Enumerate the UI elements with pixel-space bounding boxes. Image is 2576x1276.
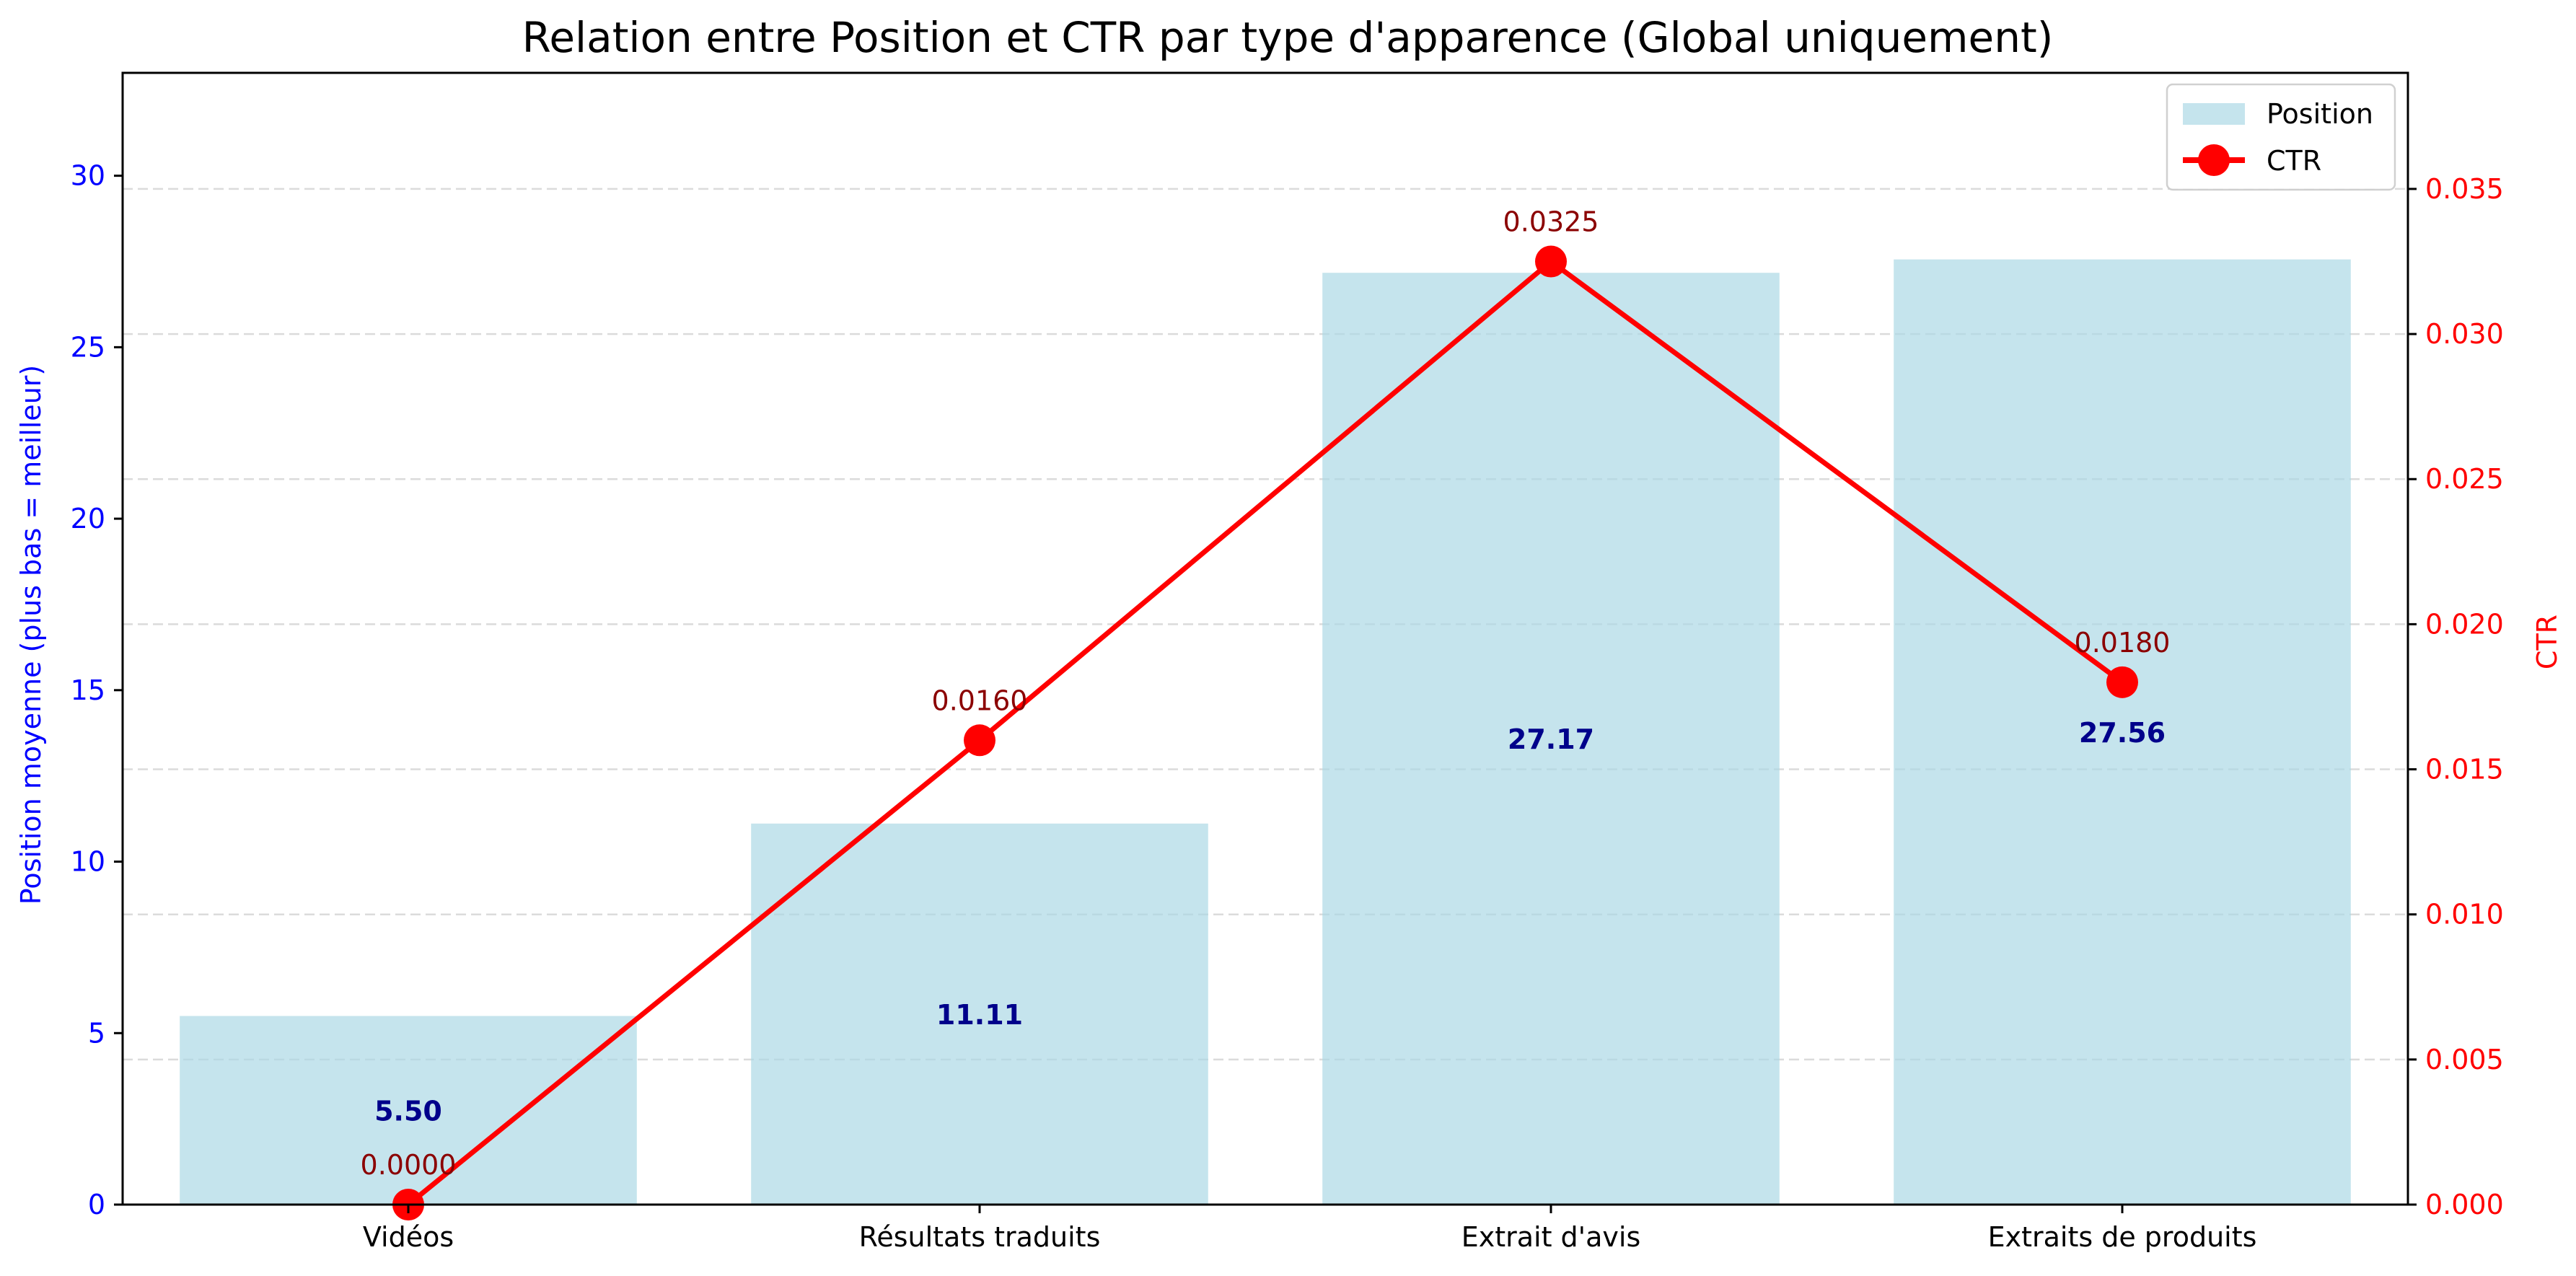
bar-value-label: 27.56 — [2079, 717, 2166, 749]
legend-label-position: Position — [2267, 98, 2373, 130]
y-tick-label-right: 0.035 — [2425, 173, 2504, 205]
ctr-value-labels: 0.0000 0.0160 0.0325 0.0180 — [361, 206, 2171, 1182]
y-axis-right-label: CTR — [2531, 615, 2563, 669]
bar-value-label: 27.17 — [1508, 723, 1594, 755]
y-tick-label-left: 25 — [71, 331, 105, 363]
y-tick-label-right: 0.020 — [2425, 608, 2504, 640]
y-tick-label-left: 15 — [71, 674, 105, 706]
chart-title: Relation entre Position et CTR par type … — [522, 13, 2054, 62]
ctr-point — [1535, 245, 1567, 278]
y-tick-label-right: 0.030 — [2425, 318, 2504, 350]
legend-label-ctr: CTR — [2267, 145, 2321, 177]
ctr-value-label: 0.0325 — [1503, 206, 1599, 238]
ctr-line-path — [406, 259, 2124, 1207]
x-tick-label: Résultats traduits — [859, 1221, 1101, 1253]
y-tick-label-left: 20 — [71, 503, 105, 534]
bar-position — [180, 1016, 637, 1205]
axes: 0 5 10 15 20 25 30 0.000 0.005 0.010 0.015 0.020 0.0… — [71, 71, 2504, 1253]
ctr-value-label: 0.0180 — [2075, 627, 2171, 659]
y-tick-label-left: 10 — [71, 846, 105, 878]
bar-value-label: 11.11 — [936, 999, 1023, 1031]
ctr-value-label: 0.0000 — [361, 1149, 457, 1181]
x-tick-label: Extrait d'avis — [1461, 1221, 1641, 1253]
bar-value-label: 5.50 — [374, 1095, 442, 1127]
x-tick-label: Extraits de produits — [1988, 1221, 2257, 1253]
ctr-value-label: 0.0160 — [932, 685, 1028, 716]
y-tick-label-right: 0.025 — [2425, 463, 2504, 495]
y-tick-label-left: 0 — [88, 1189, 105, 1220]
bar-position — [1322, 273, 1780, 1205]
bar-position — [751, 823, 1208, 1205]
plot-frame — [121, 71, 2409, 1206]
bars — [180, 259, 2351, 1205]
y-tick-label-right: 0.010 — [2425, 899, 2504, 930]
bar-value-labels: 5.50 11.11 27.17 27.56 — [374, 717, 2166, 1127]
bar-position — [1894, 259, 2351, 1205]
legend-line-marker — [2198, 144, 2230, 176]
ctr-point — [964, 724, 995, 757]
y-tick-label-right: 0.005 — [2425, 1044, 2504, 1075]
legend-bar-swatch — [2183, 103, 2245, 125]
y-tick-label-right: 0.000 — [2425, 1189, 2504, 1220]
y-tick-label-left: 30 — [71, 160, 105, 192]
ctr-line — [392, 245, 2138, 1220]
y-axis-left-label: Position moyenne (plus bas = meilleur) — [15, 365, 47, 905]
y-tick-label-left: 5 — [88, 1017, 105, 1049]
y-tick-label-right: 0.015 — [2425, 754, 2504, 786]
legend: Position CTR — [2166, 83, 2396, 191]
ctr-point — [2106, 666, 2138, 698]
x-tick-label: Vidéos — [363, 1221, 454, 1253]
